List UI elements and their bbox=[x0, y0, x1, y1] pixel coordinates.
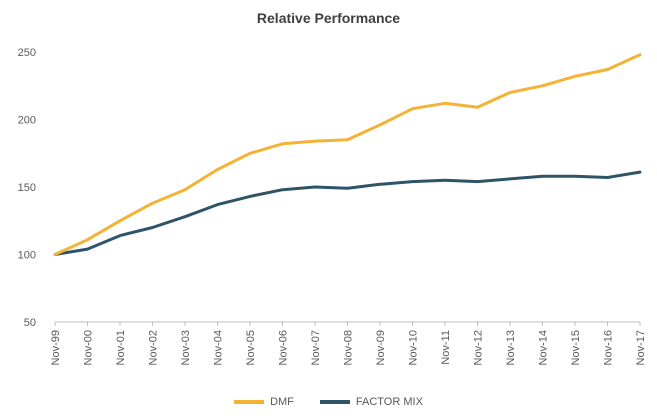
data-point-dmf bbox=[379, 124, 381, 126]
series-line-dmf bbox=[53, 53, 642, 256]
data-point-dmf bbox=[509, 91, 511, 94]
legend-item-dmf: DMF bbox=[234, 396, 294, 408]
data-point-factor-mix bbox=[119, 234, 121, 237]
x-tick-label: Nov-14 bbox=[538, 330, 550, 365]
y-tick-label: 100 bbox=[18, 250, 36, 262]
y-tick-label: 250 bbox=[18, 47, 36, 59]
legend-label-dmf: DMF bbox=[270, 396, 294, 408]
data-point-factor-mix bbox=[151, 226, 154, 229]
data-point-dmf bbox=[606, 68, 609, 71]
data-point-factor-mix bbox=[249, 195, 251, 198]
data-point-dmf bbox=[476, 106, 479, 109]
data-point-dmf bbox=[314, 140, 316, 142]
x-tick-label: Nov-99 bbox=[50, 330, 62, 365]
data-point-dmf bbox=[411, 107, 414, 110]
x-tick-label: Nov-11 bbox=[440, 330, 452, 365]
data-point-factor-mix bbox=[314, 186, 316, 188]
x-tick-label: Nov-17 bbox=[635, 330, 647, 365]
data-point-factor-mix bbox=[574, 175, 576, 177]
data-point-dmf bbox=[54, 253, 56, 256]
x-tick-label: Nov-05 bbox=[245, 330, 257, 365]
data-point-factor-mix bbox=[86, 248, 89, 250]
x-tick-label: Nov-09 bbox=[375, 330, 387, 365]
x-tick-label: Nov-01 bbox=[115, 330, 127, 365]
x-tick-label: Nov-00 bbox=[83, 330, 95, 365]
data-point-dmf bbox=[151, 202, 154, 204]
legend-swatch-factor-mix bbox=[319, 400, 350, 404]
y-tick-label: 200 bbox=[18, 115, 36, 127]
legend-label-factor-mix: FACTOR MIX bbox=[355, 396, 423, 408]
data-point-dmf bbox=[346, 138, 349, 141]
data-point-factor-mix bbox=[509, 178, 511, 180]
y-tick-label: 150 bbox=[18, 182, 36, 194]
x-tick-label: Nov-04 bbox=[213, 330, 225, 365]
data-point-factor-mix bbox=[541, 175, 544, 177]
data-point-factor-mix bbox=[184, 215, 186, 218]
series-line-factor-mix bbox=[53, 170, 642, 256]
data-point-factor-mix bbox=[411, 180, 414, 183]
chart-title: Relative Performance bbox=[256, 10, 401, 26]
data-point-dmf bbox=[639, 53, 641, 56]
x-tick-label: Nov-08 bbox=[343, 330, 355, 365]
data-point-dmf bbox=[119, 219, 121, 222]
x-tick-label: Nov-02 bbox=[148, 330, 160, 365]
x-tick-label: Nov-12 bbox=[473, 330, 485, 365]
data-point-dmf bbox=[86, 238, 89, 241]
x-tick-label: Nov-16 bbox=[603, 330, 615, 365]
x-tick-label: Nov-13 bbox=[505, 330, 517, 365]
legend-item-factor-mix: FACTOR MIX bbox=[319, 396, 423, 408]
data-point-dmf bbox=[574, 75, 576, 78]
x-tick-label: Nov-06 bbox=[278, 330, 290, 365]
data-point-factor-mix bbox=[444, 179, 446, 182]
data-point-factor-mix bbox=[216, 203, 219, 206]
x-tick-label: Nov-03 bbox=[180, 330, 192, 365]
data-point-dmf bbox=[444, 102, 446, 105]
data-point-dmf bbox=[281, 143, 284, 145]
legend-swatch-dmf bbox=[234, 400, 265, 404]
data-point-dmf bbox=[216, 168, 219, 171]
data-point-factor-mix bbox=[476, 180, 479, 183]
data-point-factor-mix bbox=[379, 183, 381, 186]
y-tick-label: 50 bbox=[24, 317, 36, 329]
data-point-dmf bbox=[184, 188, 186, 191]
data-point-factor-mix bbox=[281, 188, 284, 191]
x-tick-label: Nov-15 bbox=[570, 330, 582, 365]
x-tick-label: Nov-07 bbox=[310, 330, 322, 365]
x-tick-label: Nov-10 bbox=[408, 330, 420, 365]
data-point-dmf bbox=[541, 84, 544, 87]
data-point-factor-mix bbox=[606, 176, 609, 179]
data-point-factor-mix bbox=[639, 171, 641, 173]
data-point-dmf bbox=[249, 152, 251, 155]
data-point-factor-mix bbox=[346, 187, 349, 190]
chart-legend: DMF FACTOR MIX bbox=[0, 396, 657, 408]
